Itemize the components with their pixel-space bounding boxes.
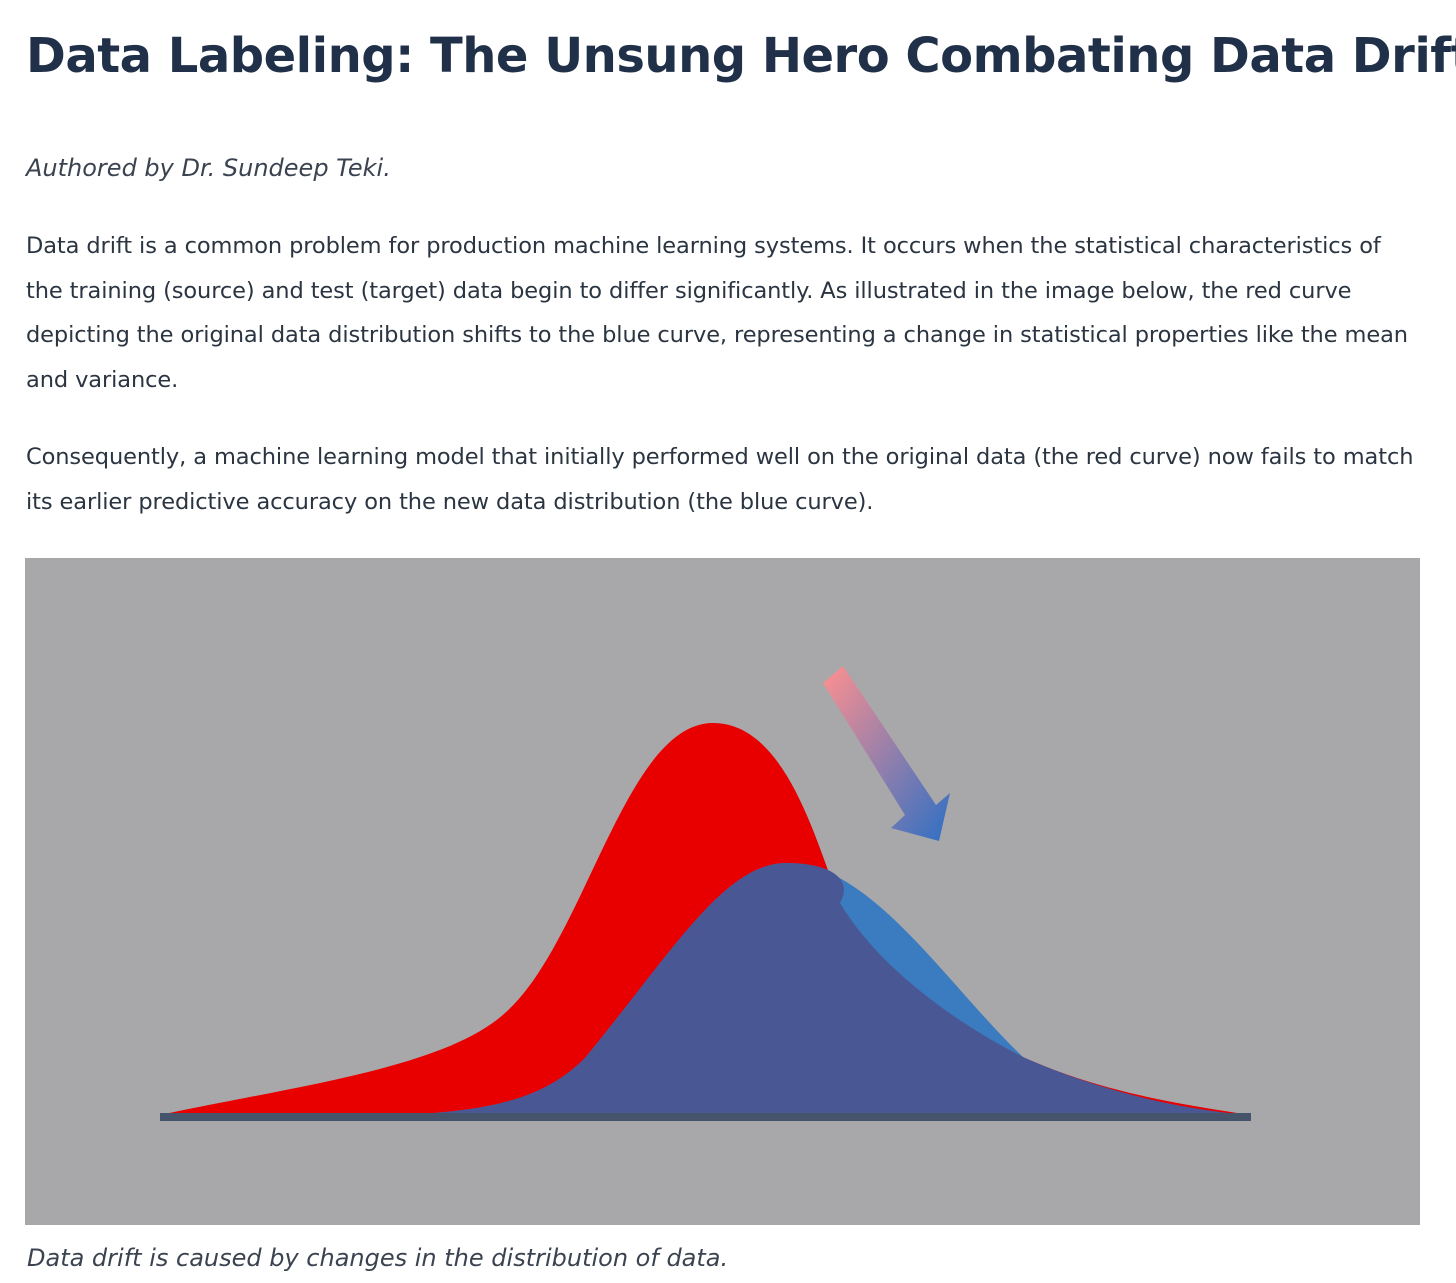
figure-caption: Data drift is caused by changes in the d… (27, 1244, 729, 1272)
drift-arrow-icon (823, 666, 950, 841)
article-title: Data Labeling: The Unsung Hero Combating… (26, 28, 1456, 84)
data-drift-illustration (25, 558, 1420, 1225)
paragraph-data-drift-definition: Data drift is a common problem for produ… (26, 233, 1408, 393)
author-byline: Authored by Dr. Sundeep Teki. (26, 154, 391, 182)
paragraph-model-accuracy: Consequently, a machine learning model t… (26, 444, 1414, 515)
distribution-shift-graphic (160, 666, 1251, 1121)
shifted-distribution-curve (405, 863, 1250, 1115)
baseline-axis (160, 1113, 1251, 1121)
